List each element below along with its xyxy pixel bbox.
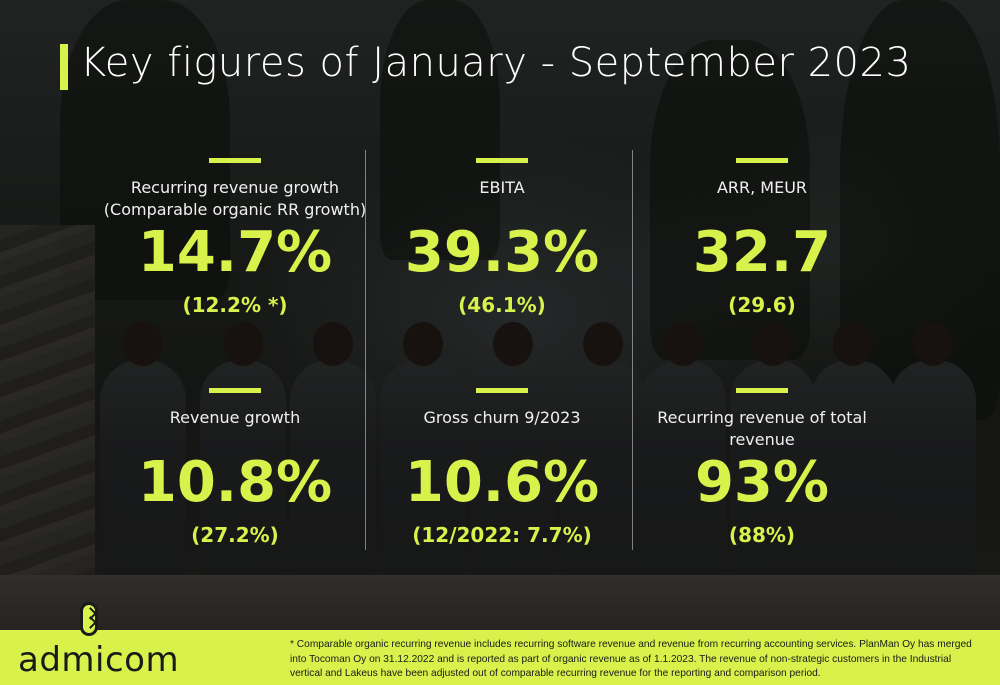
kpi-label: Gross churn 9/2023 <box>423 408 581 427</box>
column-divider <box>365 150 366 550</box>
kpi-comparison: (12/2022: 7.7%) <box>412 523 592 547</box>
kpi-accent-dash <box>736 388 788 393</box>
kpi-value: 32.7 <box>692 220 832 285</box>
title-accent-bar <box>60 44 68 90</box>
admicom-logo-text: admicom <box>18 640 180 680</box>
kpi-arr: ARR, MEUR 32.7 (29.6) <box>612 158 912 317</box>
kpi-value: 14.7% <box>137 220 333 285</box>
kpi-label: Recurring revenue growth (Comparable org… <box>103 178 367 219</box>
kpi-accent-dash <box>209 388 261 393</box>
kpi-revenue-growth: Revenue growth 10.8% (27.2%) <box>85 388 385 547</box>
kpi-recurring-share: Recurring revenue of total revenue 93% (… <box>612 388 912 547</box>
dark-overlay <box>0 0 1000 630</box>
kpi-accent-dash <box>736 158 788 163</box>
kpi-comparison: (88%) <box>728 523 796 547</box>
kpi-accent-dash <box>209 158 261 163</box>
kpi-accent-dash <box>476 158 528 163</box>
column-divider <box>632 150 633 550</box>
background-photo <box>0 0 1000 630</box>
kpi-recurring-revenue-growth: Recurring revenue growth (Comparable org… <box>85 158 385 317</box>
kpi-comparison: (12.2% *) <box>182 293 288 317</box>
kpi-comparison: (27.2%) <box>191 523 279 547</box>
page-title: Key figures of January - September 2023 <box>80 40 912 86</box>
kpi-comparison: (46.1%) <box>458 293 546 317</box>
kpi-value: 93% <box>694 450 830 515</box>
kpi-value: 39.3% <box>404 220 600 285</box>
kpi-value: 10.6% <box>404 450 600 515</box>
kpi-gross-churn: Gross churn 9/2023 10.6% (12/2022: 7.7%) <box>352 388 652 547</box>
footnote: * Comparable organic recurring revenue i… <box>290 639 972 679</box>
kpi-label: ARR, MEUR <box>716 178 808 197</box>
kpi-value: 10.8% <box>137 450 333 515</box>
kpi-accent-dash <box>476 388 528 393</box>
kpi-ebita: EBITA 39.3% (46.1%) <box>352 158 652 317</box>
kpi-label: Revenue growth <box>169 408 301 427</box>
kpi-comparison: (29.6) <box>728 293 796 317</box>
kpi-label: EBITA <box>479 178 525 197</box>
footer-bar <box>0 630 1000 685</box>
kpi-label: Recurring revenue of total revenue <box>657 408 867 449</box>
admicom-logo-icon <box>80 602 98 636</box>
